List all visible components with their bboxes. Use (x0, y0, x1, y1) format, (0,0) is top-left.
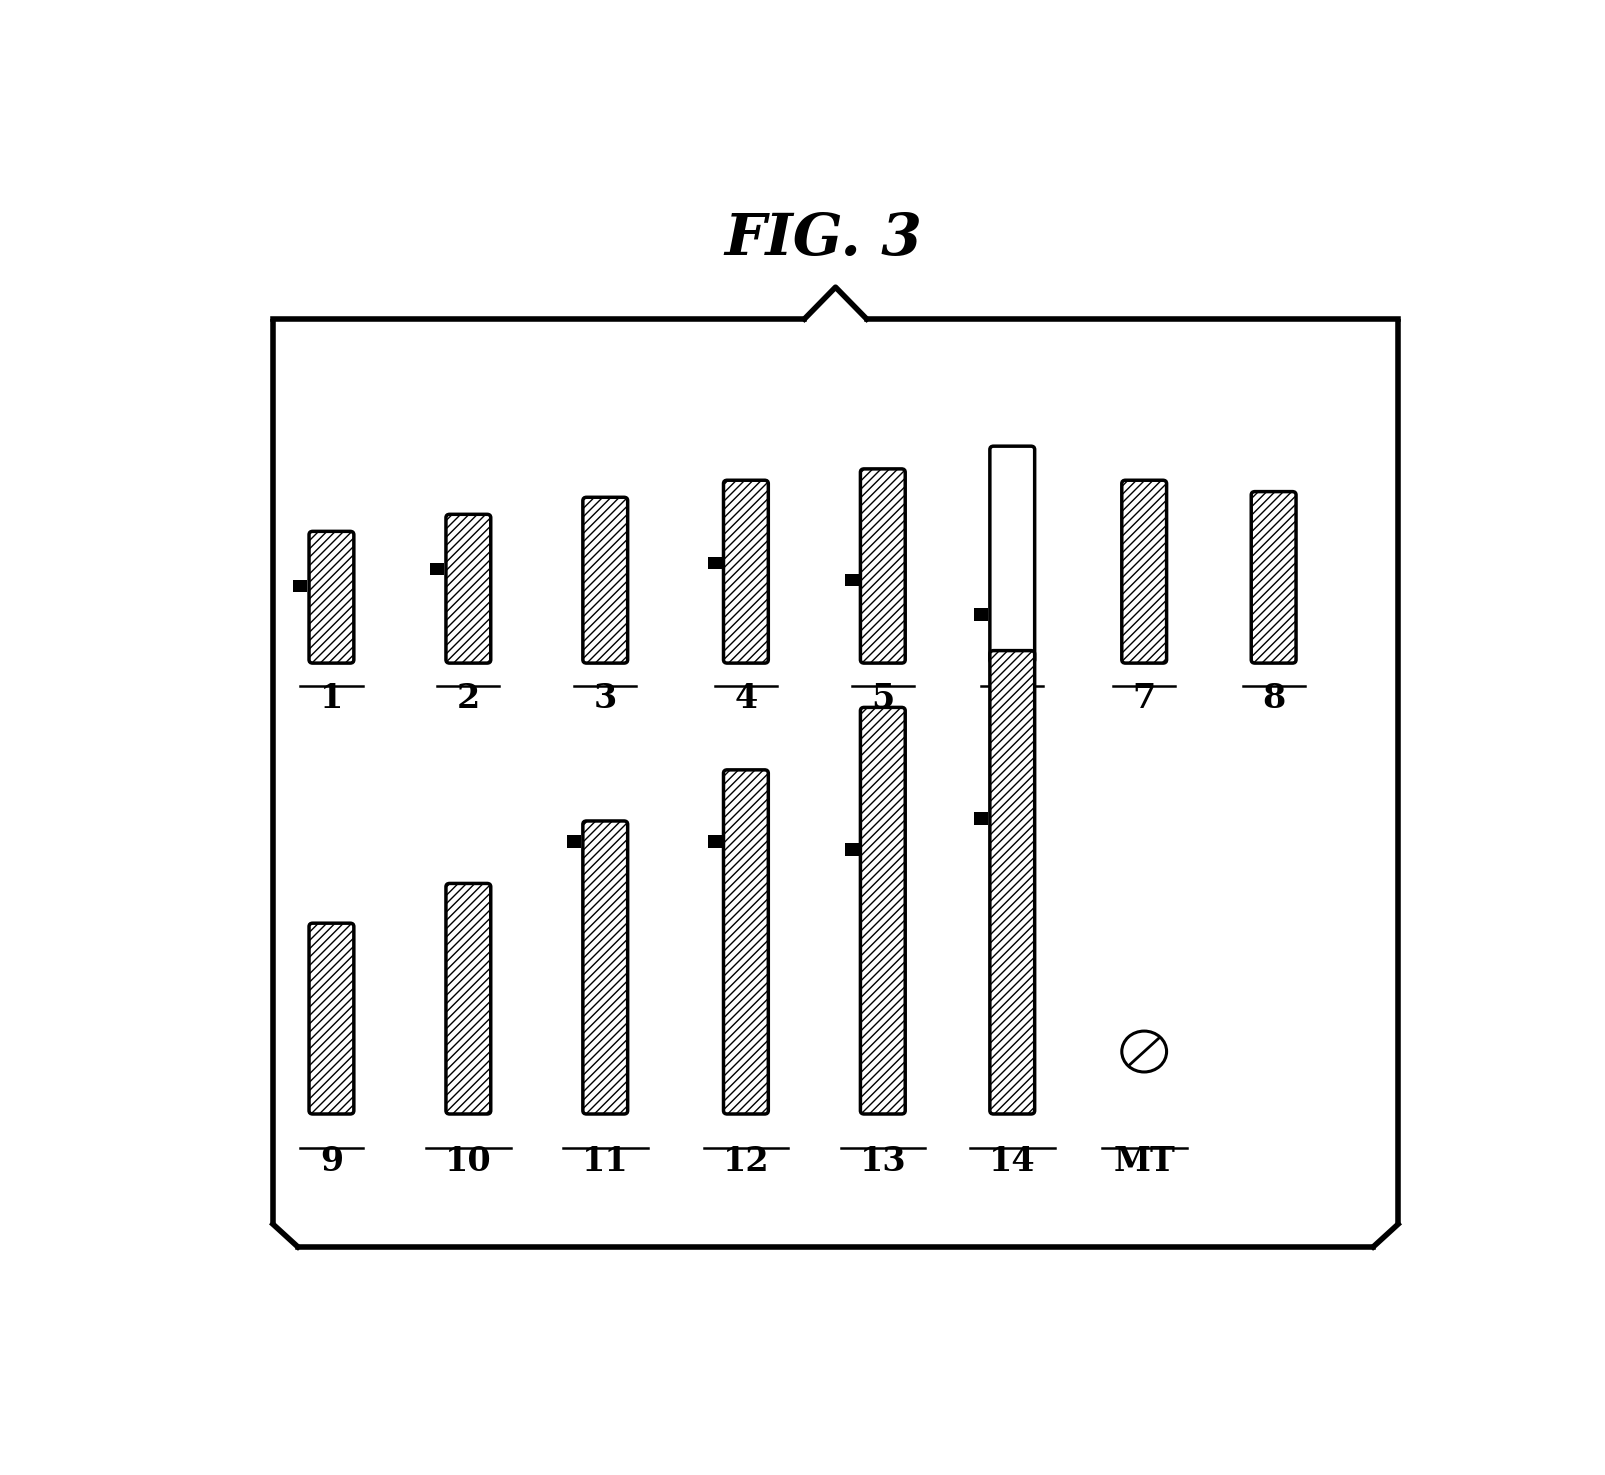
Text: 12: 12 (722, 1145, 769, 1177)
Text: 2: 2 (456, 683, 480, 715)
Text: 1: 1 (319, 683, 343, 715)
Bar (844, 574, 859, 587)
Text: 13: 13 (859, 1145, 905, 1177)
Text: 4: 4 (733, 683, 758, 715)
FancyBboxPatch shape (989, 650, 1034, 1114)
Bar (708, 558, 721, 569)
FancyBboxPatch shape (308, 923, 353, 1114)
FancyBboxPatch shape (722, 770, 767, 1114)
Text: 10: 10 (445, 1145, 491, 1177)
FancyBboxPatch shape (860, 469, 905, 664)
Text: 7: 7 (1132, 683, 1156, 715)
Bar (844, 844, 859, 856)
Text: 8: 8 (1262, 683, 1284, 715)
FancyBboxPatch shape (722, 481, 767, 664)
FancyBboxPatch shape (860, 708, 905, 1114)
Text: 3: 3 (594, 683, 616, 715)
Bar (974, 813, 987, 825)
FancyBboxPatch shape (989, 445, 1034, 664)
Bar (294, 580, 307, 591)
Bar (567, 835, 581, 848)
FancyBboxPatch shape (1122, 481, 1165, 664)
Text: MT: MT (1112, 1145, 1175, 1177)
Bar (708, 835, 721, 848)
FancyBboxPatch shape (1250, 491, 1295, 664)
Text: 5: 5 (870, 683, 894, 715)
FancyBboxPatch shape (446, 515, 491, 664)
Text: 6: 6 (1000, 683, 1024, 715)
Bar (974, 608, 987, 621)
FancyBboxPatch shape (583, 497, 628, 664)
Bar (430, 562, 445, 575)
Text: FIG. 3: FIG. 3 (724, 211, 921, 268)
Circle shape (1120, 1031, 1165, 1072)
FancyBboxPatch shape (308, 531, 353, 664)
Text: 11: 11 (581, 1145, 628, 1177)
Text: 14: 14 (989, 1145, 1035, 1177)
Text: 9: 9 (319, 1145, 343, 1177)
FancyBboxPatch shape (446, 884, 491, 1114)
FancyBboxPatch shape (583, 822, 628, 1114)
